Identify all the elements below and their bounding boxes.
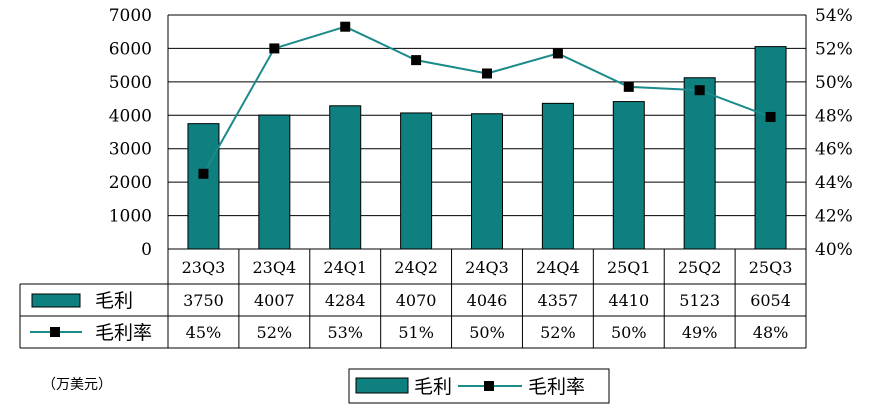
y-right-tick: 54% bbox=[815, 6, 853, 26]
table-cell: 50% bbox=[469, 323, 505, 342]
point-25Q2 bbox=[694, 85, 705, 96]
line-series bbox=[198, 21, 776, 179]
table-cell: 4070 bbox=[396, 291, 437, 310]
category-label: 23Q4 bbox=[253, 258, 297, 277]
category-label: 25Q2 bbox=[678, 258, 722, 277]
bar-24Q1 bbox=[329, 105, 362, 250]
point-24Q3 bbox=[482, 68, 492, 79]
category-label: 24Q2 bbox=[394, 258, 438, 277]
bar-23Q4 bbox=[258, 114, 291, 250]
y-right-tick: 52% bbox=[815, 39, 853, 59]
point-25Q1 bbox=[623, 81, 634, 92]
row-label: 毛利率 bbox=[95, 322, 152, 344]
table-cell: 4007 bbox=[254, 291, 295, 310]
point-23Q3 bbox=[198, 168, 209, 179]
table-cell: 6054 bbox=[750, 291, 791, 310]
y-left-tick: 2000 bbox=[109, 173, 152, 193]
legend-bar-swatch bbox=[355, 377, 409, 394]
table-cell: 50% bbox=[611, 323, 647, 342]
y-left-tick: 1000 bbox=[109, 207, 152, 227]
bar-series bbox=[187, 46, 787, 250]
table-cell: 52% bbox=[540, 323, 576, 342]
y-right-tick: 50% bbox=[815, 73, 853, 93]
y-left-tick: 0 bbox=[141, 240, 152, 260]
point-24Q1 bbox=[340, 21, 351, 32]
y-right-tick: 40% bbox=[815, 240, 853, 260]
point-24Q4 bbox=[552, 48, 563, 59]
y-left-tick: 7000 bbox=[109, 6, 152, 26]
bar-24Q2 bbox=[400, 112, 433, 250]
y-left-tick: 4000 bbox=[109, 106, 152, 126]
table-cell: 45% bbox=[186, 323, 222, 342]
y-left-tick: 5000 bbox=[109, 73, 152, 93]
category-label: 23Q3 bbox=[182, 258, 226, 277]
legend-marker bbox=[484, 381, 494, 391]
bar-25Q1 bbox=[612, 101, 645, 250]
table-cell: 4046 bbox=[467, 291, 508, 310]
row-label: 毛利 bbox=[95, 290, 133, 312]
legend-label: 毛利 bbox=[414, 376, 452, 398]
y-left-tick: 6000 bbox=[109, 39, 152, 59]
table-cell: 4357 bbox=[538, 291, 579, 310]
y-right-tick: 48% bbox=[815, 106, 853, 126]
point-24Q2 bbox=[411, 55, 422, 66]
category-label: 24Q3 bbox=[465, 258, 509, 277]
bar-25Q2 bbox=[683, 77, 716, 250]
table-cell: 53% bbox=[327, 323, 363, 342]
y-left-tick: 3000 bbox=[109, 140, 152, 160]
data-table: 23Q3 23Q4 24Q1 24Q2 24Q3 24Q4 25Q1 25Q2 25Q3 毛利 37… bbox=[19, 249, 807, 349]
category-label: 25Q1 bbox=[607, 258, 651, 277]
legend: 毛利 毛利率 bbox=[348, 368, 610, 404]
point-23Q4 bbox=[269, 43, 280, 54]
bar-23Q3 bbox=[187, 123, 220, 250]
bar-24Q4 bbox=[541, 102, 574, 250]
table-cell: 3750 bbox=[183, 291, 224, 310]
category-label: 25Q3 bbox=[749, 258, 793, 277]
table-cell: 51% bbox=[398, 323, 434, 342]
row-key-marker bbox=[50, 327, 60, 337]
row-key-bar bbox=[31, 293, 81, 308]
category-label: 24Q1 bbox=[323, 258, 367, 277]
table-cell: 4284 bbox=[325, 291, 366, 310]
point-25Q3 bbox=[765, 111, 776, 122]
bar-25Q3 bbox=[754, 46, 787, 250]
table-cell: 4410 bbox=[608, 291, 649, 310]
legend-label: 毛利率 bbox=[528, 376, 585, 398]
bar-24Q3 bbox=[471, 113, 503, 250]
axes: 0 1000 2000 3000 4000 5000 6000 7000 40% 42% 44% 46… bbox=[109, 6, 853, 260]
y-right-tick: 46% bbox=[815, 140, 853, 160]
category-label: 24Q4 bbox=[536, 258, 580, 277]
y-right-tick: 44% bbox=[815, 173, 853, 193]
table-cell: 48% bbox=[753, 323, 789, 342]
table-cell: 52% bbox=[257, 323, 293, 342]
y-right-tick: 42% bbox=[815, 207, 853, 227]
unit-label: （万美元） bbox=[42, 377, 112, 393]
table-cell: 49% bbox=[682, 323, 718, 342]
table-cell: 5123 bbox=[679, 291, 720, 310]
